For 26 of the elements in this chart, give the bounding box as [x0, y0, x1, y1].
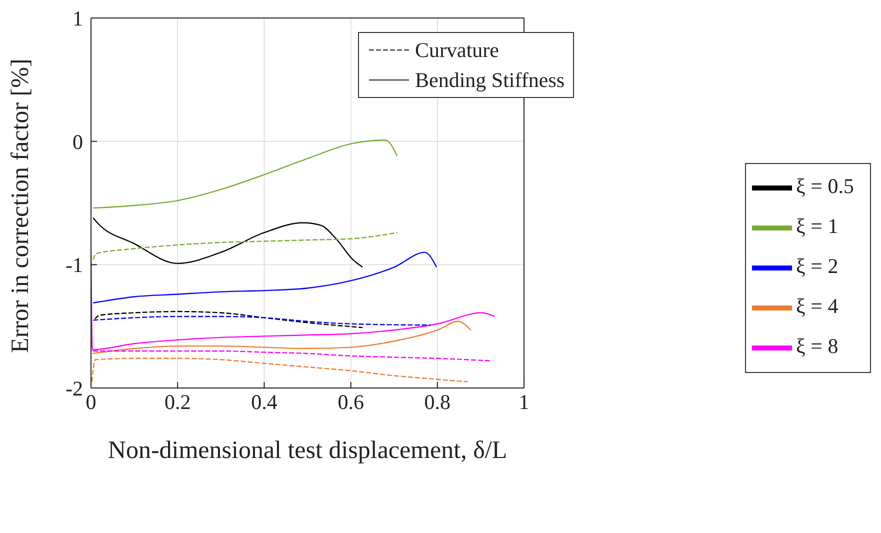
line-series	[92, 217, 364, 268]
y-axis-title: Error in correction factor [%]	[6, 58, 34, 353]
x-tick-label: 1	[518, 390, 530, 414]
line-series	[92, 320, 472, 354]
line-series	[92, 316, 432, 326]
x-tick-label: 0.2	[164, 390, 191, 414]
annotation: Bending Stiffness	[415, 67, 565, 94]
line-series	[92, 232, 398, 260]
legend-label: ξ = 2	[796, 254, 838, 278]
x-tick-label: 0.4	[251, 390, 278, 414]
line-series	[92, 252, 438, 304]
legend-label: ξ = 8	[796, 334, 838, 358]
y-tick-label: 1	[72, 6, 83, 30]
annotation: Curvature	[415, 37, 499, 64]
y-tick-label: -2	[66, 376, 83, 400]
legend-label: ξ = 4	[796, 294, 838, 318]
y-tick-label: 0	[72, 130, 83, 154]
x-tick-label: 0.8	[424, 390, 451, 414]
y-tick-label: -1	[66, 253, 83, 278]
x-axis-title: Non-dimensional test displacement, δ/L	[108, 437, 508, 464]
line-series	[91, 358, 468, 382]
legend-label: ξ = 1	[796, 214, 838, 238]
line-series	[94, 310, 364, 328]
legend-label: ξ = 0.5	[796, 174, 854, 198]
x-tick-label: 0.6	[338, 390, 364, 414]
line-series	[92, 140, 398, 209]
